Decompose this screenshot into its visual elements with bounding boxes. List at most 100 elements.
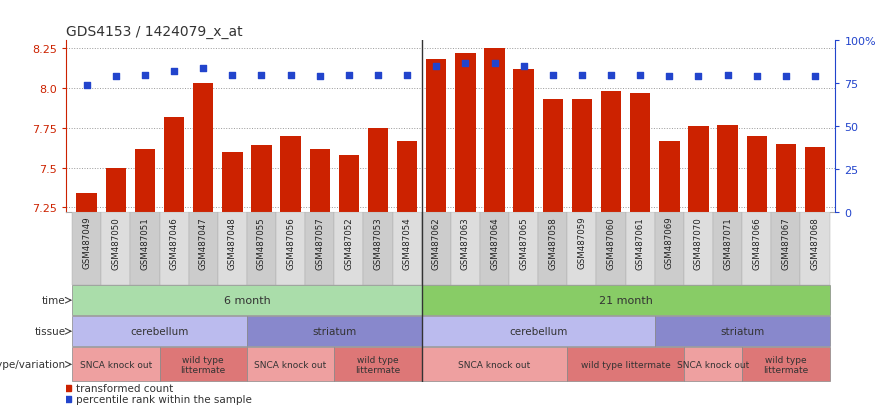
Bar — [368, 128, 388, 213]
Bar — [309, 149, 330, 213]
Bar — [718, 126, 738, 213]
Bar — [334, 348, 422, 381]
Text: wild type
littermate: wild type littermate — [355, 355, 400, 374]
Text: GSM487046: GSM487046 — [170, 216, 179, 269]
Bar — [451, 213, 480, 285]
Text: GSM487047: GSM487047 — [199, 216, 208, 269]
Point — [196, 65, 210, 72]
Bar — [77, 194, 97, 213]
Bar — [247, 213, 276, 285]
Bar — [131, 213, 159, 285]
Bar — [480, 213, 509, 285]
Text: SNCA knock out: SNCA knock out — [80, 360, 152, 369]
Text: GSM487056: GSM487056 — [286, 216, 295, 269]
Point — [575, 72, 589, 79]
Bar — [746, 137, 767, 213]
Point — [720, 72, 735, 79]
Point — [284, 72, 298, 79]
Bar — [305, 213, 334, 285]
Point — [604, 72, 618, 79]
Bar — [743, 348, 829, 381]
Bar — [422, 317, 655, 346]
Text: striatum: striatum — [720, 326, 765, 337]
Bar — [222, 152, 242, 213]
Bar — [363, 213, 392, 285]
Text: GSM487062: GSM487062 — [431, 216, 441, 269]
Bar — [775, 145, 796, 213]
Point — [808, 74, 822, 81]
Text: 6 month: 6 month — [224, 295, 271, 306]
Text: GSM487070: GSM487070 — [694, 216, 703, 269]
Bar — [339, 156, 359, 213]
Bar — [247, 348, 334, 381]
Bar — [800, 213, 829, 285]
Text: wild type
littermate: wild type littermate — [763, 355, 809, 374]
Bar — [422, 286, 829, 316]
Bar — [159, 348, 247, 381]
Bar — [601, 92, 621, 213]
Text: wild type
littermate: wild type littermate — [180, 355, 225, 374]
Bar — [509, 213, 538, 285]
Point — [430, 64, 444, 70]
Bar — [247, 317, 422, 346]
Bar — [684, 348, 743, 381]
Bar — [276, 213, 305, 285]
Bar — [655, 317, 829, 346]
Text: GSM487063: GSM487063 — [461, 216, 470, 269]
Point — [779, 74, 793, 81]
Bar — [188, 213, 217, 285]
Bar — [804, 147, 825, 213]
Text: GSM487064: GSM487064 — [490, 216, 499, 269]
Text: transformed count: transformed count — [75, 383, 172, 393]
Text: cerebellum: cerebellum — [509, 326, 568, 337]
Bar — [568, 348, 684, 381]
Text: 21 month: 21 month — [598, 295, 652, 306]
Bar — [72, 348, 159, 381]
Text: GSM487051: GSM487051 — [141, 216, 149, 269]
Bar — [72, 286, 422, 316]
Text: GSM487068: GSM487068 — [811, 216, 819, 269]
Bar — [159, 213, 188, 285]
Bar — [72, 213, 102, 285]
Text: GSM487066: GSM487066 — [752, 216, 761, 269]
Bar — [689, 127, 709, 213]
Text: wild type littermate: wild type littermate — [581, 360, 670, 369]
Bar — [659, 141, 680, 213]
Point — [109, 74, 123, 81]
Point — [750, 74, 764, 81]
Bar — [713, 213, 743, 285]
Point — [458, 60, 472, 67]
Text: genotype/variation: genotype/variation — [0, 359, 65, 370]
Text: cerebellum: cerebellum — [130, 326, 188, 337]
Bar — [484, 49, 505, 213]
Bar — [455, 54, 476, 213]
Bar — [543, 100, 563, 213]
Bar — [422, 348, 568, 381]
Text: GSM487069: GSM487069 — [665, 216, 674, 269]
Bar — [514, 70, 534, 213]
Point — [487, 60, 501, 67]
Point — [516, 64, 530, 70]
Bar — [164, 117, 184, 213]
Text: GSM487071: GSM487071 — [723, 216, 732, 269]
Bar — [568, 213, 597, 285]
Text: GSM487048: GSM487048 — [228, 216, 237, 269]
Bar — [597, 213, 626, 285]
Text: GSM487059: GSM487059 — [577, 216, 586, 269]
Point — [400, 72, 415, 79]
Point — [633, 72, 647, 79]
Text: GSM487049: GSM487049 — [82, 216, 91, 269]
Bar — [422, 213, 451, 285]
Bar — [397, 141, 417, 213]
Bar — [102, 213, 131, 285]
Bar — [771, 213, 800, 285]
Bar — [193, 84, 213, 213]
Point — [225, 72, 240, 79]
Bar — [684, 213, 713, 285]
Text: SNCA knock out: SNCA knock out — [255, 360, 327, 369]
Bar — [572, 100, 592, 213]
Bar — [538, 213, 568, 285]
Point — [167, 69, 181, 76]
Text: GSM487058: GSM487058 — [548, 216, 557, 269]
Point — [138, 72, 152, 79]
